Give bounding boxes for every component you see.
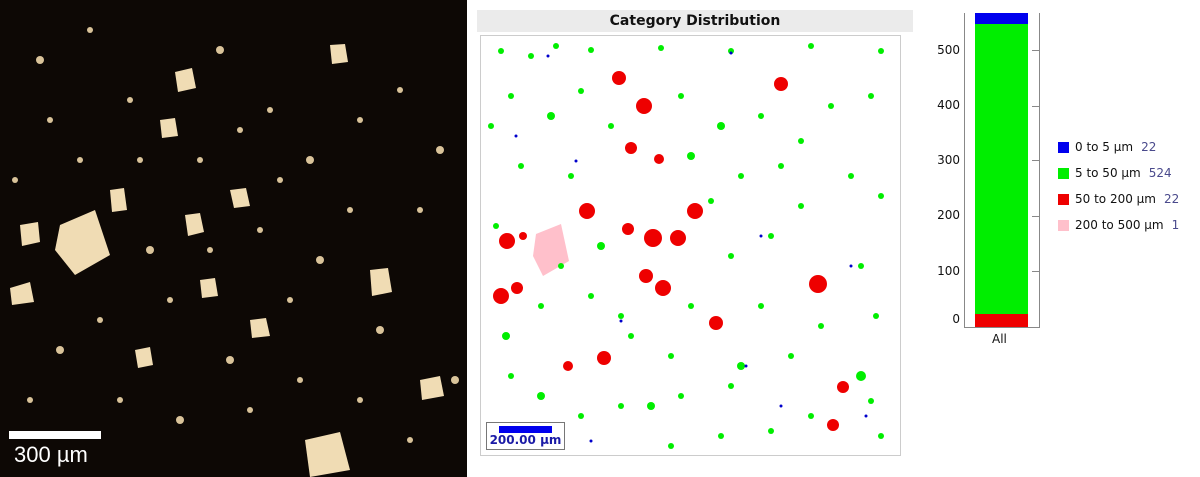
legend-item-50-200: 50 to 200 µm 22: [1058, 186, 1179, 212]
map-scalebar-line: [499, 426, 552, 433]
tick-label-300: 300: [937, 153, 960, 167]
legend-item-200-500: 200 to 500 µm 1: [1058, 212, 1179, 238]
map-scalebar-label: 200.00 µm: [489, 433, 562, 447]
tick-400: [1032, 106, 1039, 107]
legend: 0 to 5 µm 22 5 to 50 µm 524 50 to 200 µm…: [1058, 134, 1179, 238]
tick-label-200: 200: [937, 208, 960, 222]
legend-label: 200 to 500 µm: [1075, 218, 1164, 232]
micrograph-image: 300 µm: [0, 0, 467, 477]
tick-label-400: 400: [937, 98, 960, 112]
bar-segment-0-5: [975, 13, 1028, 24]
chart-title: Category Distribution: [477, 10, 913, 32]
bar-segment-50-200: [975, 314, 1028, 327]
category-map: 200.00 µm: [480, 35, 901, 456]
legend-label: 0 to 5 µm: [1075, 140, 1134, 154]
x-axis: [964, 327, 1040, 328]
x-category-label: All: [992, 332, 1007, 346]
tick-label-500: 500: [937, 43, 960, 57]
particle-field: [10, 27, 459, 477]
legend-count: 1: [1171, 218, 1180, 232]
y-axis: [964, 13, 965, 328]
legend-swatch: [1058, 167, 1069, 179]
micrograph-scalebar: [9, 431, 101, 439]
tick-300: [1032, 160, 1039, 161]
tick-200: [1032, 216, 1039, 217]
bar-segment-5-50: [975, 24, 1028, 314]
legend-swatch: [1058, 141, 1069, 153]
micrograph-scalebar-label: 300 µm: [14, 442, 88, 467]
tick-label-0: 0: [952, 312, 960, 326]
right-axis: [1039, 13, 1040, 328]
legend-label: 5 to 50 µm: [1075, 166, 1141, 180]
legend-label: 50 to 200 µm: [1075, 192, 1156, 206]
legend-swatch: [1058, 219, 1069, 231]
legend-count: 524: [1148, 166, 1172, 180]
legend-swatch: [1058, 193, 1069, 205]
map-scalebar: 200.00 µm: [486, 422, 565, 450]
tick-500: [1032, 50, 1039, 51]
tick-100: [1032, 271, 1039, 272]
legend-count: 22: [1141, 140, 1157, 154]
legend-item-0-5: 0 to 5 µm 22: [1058, 134, 1179, 160]
tick-label-100: 100: [937, 264, 960, 278]
legend-count: 22: [1164, 192, 1180, 206]
legend-item-5-50: 5 to 50 µm 524: [1058, 160, 1179, 186]
category-particles: [488, 43, 884, 449]
